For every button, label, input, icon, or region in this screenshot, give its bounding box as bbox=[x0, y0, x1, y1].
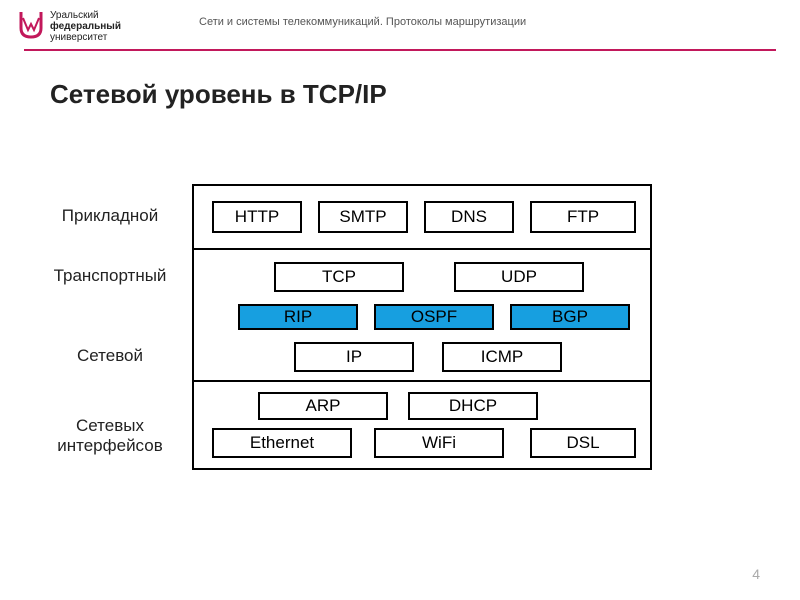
proto-ip: IP bbox=[294, 342, 414, 372]
proto-rip: RIP bbox=[238, 304, 358, 330]
proto-arp: ARP bbox=[258, 392, 388, 420]
proto-ospf: OSPF bbox=[374, 304, 494, 330]
logo-icon bbox=[18, 10, 44, 40]
protocol-stack: HTTP SMTP DNS FTP TCP UDP RIP OSPF BGP I… bbox=[192, 184, 652, 470]
page-number: 4 bbox=[752, 566, 760, 582]
proto-udp: UDP bbox=[454, 262, 584, 292]
proto-icmp: ICMP bbox=[442, 342, 562, 372]
course-title: Сети и системы телекоммуникаций. Протоко… bbox=[199, 10, 776, 28]
inst-line1: Уральский bbox=[50, 10, 99, 21]
proto-dhcp: DHCP bbox=[408, 392, 538, 420]
proto-dsl: DSL bbox=[530, 428, 636, 458]
institution-name: Уральский федеральный университет bbox=[50, 10, 121, 43]
proto-ethernet: Ethernet bbox=[212, 428, 352, 458]
inst-line3: университет bbox=[50, 32, 107, 43]
row-application: HTTP SMTP DNS FTP bbox=[194, 186, 650, 250]
institution-logo: Уральский федеральный университет bbox=[18, 10, 121, 43]
layer-label-application: Прикладной bbox=[40, 206, 180, 226]
layer-label-interfaces: Сетевых интерфейсов bbox=[40, 416, 180, 455]
proto-http: HTTP bbox=[212, 201, 302, 233]
proto-tcp: TCP bbox=[274, 262, 404, 292]
proto-smtp: SMTP bbox=[318, 201, 408, 233]
layer-label-network: Сетевой bbox=[40, 346, 180, 366]
header-divider bbox=[24, 49, 776, 51]
proto-wifi: WiFi bbox=[374, 428, 504, 458]
inst-line2: федеральный bbox=[50, 21, 121, 32]
proto-dns: DNS bbox=[424, 201, 514, 233]
layer-label-transport: Транспортный bbox=[40, 266, 180, 286]
row-interfaces: ARP DHCP Ethernet WiFi DSL bbox=[194, 382, 650, 468]
slide-title: Сетевой уровень в TCP/IP bbox=[50, 79, 800, 110]
proto-ftp: FTP bbox=[530, 201, 636, 233]
proto-bgp: BGP bbox=[510, 304, 630, 330]
row-transport-network: TCP UDP RIP OSPF BGP IP ICMP bbox=[194, 250, 650, 382]
